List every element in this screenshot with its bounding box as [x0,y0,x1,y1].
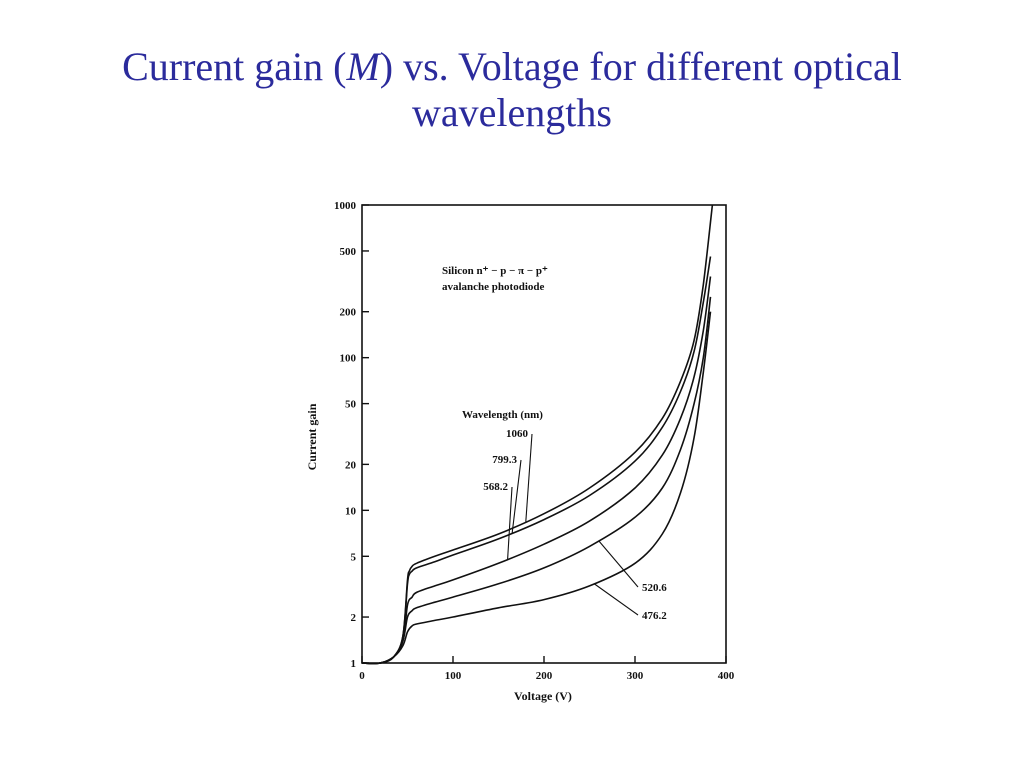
series-label-476-2: 476.2 [642,610,667,622]
x-tick-label: 400 [718,670,735,682]
x-tick-label: 300 [627,670,644,682]
series-leader-line [511,459,522,534]
series-line-520-6 [361,296,712,665]
title-line-2: wavelengths [412,90,612,135]
series-label-520-6: 520.6 [642,582,667,594]
y-tick-label: 2 [351,612,357,624]
series-line-568-2 [361,276,712,665]
series-leader-line [593,583,639,616]
x-tick-label: 100 [445,670,462,682]
y-tick-label: 5 [351,551,357,563]
series-leader-line [598,540,639,588]
x-axis: 0 100 200 300 400 [359,656,735,682]
x-axis-label: Voltage (V) [514,689,572,703]
series-group [361,204,714,665]
x-tick-label: 200 [536,670,553,682]
series-line-799-3 [361,256,712,665]
y-tick-label: 100 [340,353,357,365]
y-tick-label: 50 [345,399,357,411]
series-leader-line [507,486,513,560]
series-leader-line [525,433,533,522]
y-axis-label: Current gain [305,403,319,470]
series-line-476-2 [361,311,712,665]
y-tick-label: 1000 [334,200,357,212]
series-label-568-2: 568.2 [483,481,508,493]
y-tick-label: 10 [345,505,357,517]
series-label-1060: 1060 [506,428,529,440]
y-tick-label: 1 [351,658,357,670]
x-tick-label: 0 [359,670,365,682]
title-line-1: Current gain (M) vs. Voltage for differe… [122,44,902,89]
y-axis: 1 2 5 10 20 50 100 200 500 1000 [334,200,369,670]
legend-title: Wavelength (nm) [462,409,543,421]
slide-title: Current gain (M) vs. Voltage for differe… [0,44,1024,136]
device-annotation-line-2: avalanche photodiode [442,281,544,293]
y-tick-label: 500 [340,246,357,258]
series-label-799-3: 799.3 [492,454,517,466]
y-tick-label: 200 [340,307,357,319]
device-annotation-line-1: Silicon n⁺ − p − π − p⁺ [442,265,548,277]
series-labels: 1060 799.3 568.2 520.6 476.2 [483,428,667,622]
y-tick-label: 20 [345,459,357,471]
